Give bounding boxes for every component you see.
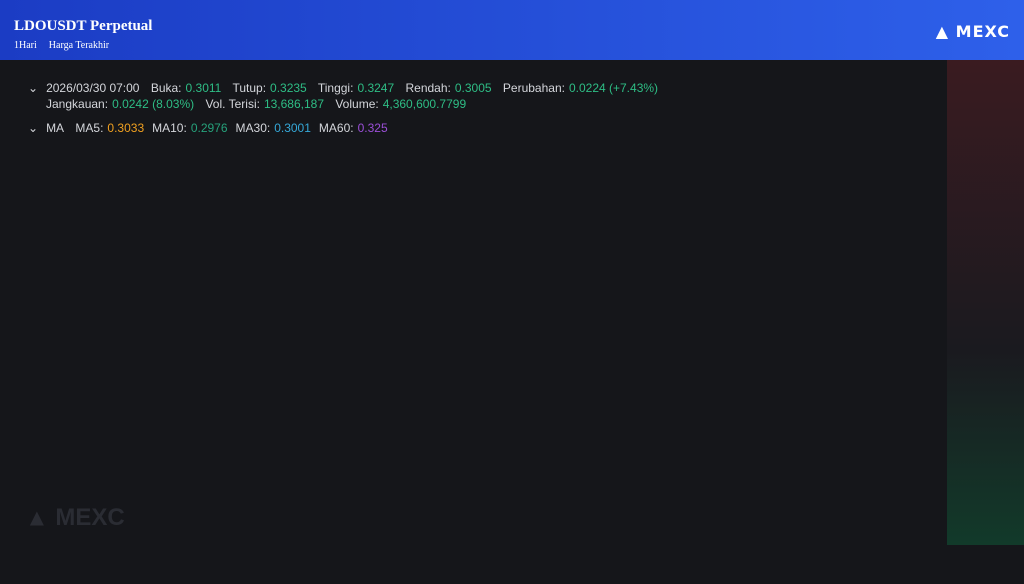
legend-value: 0.3001 (274, 121, 311, 135)
stats-row: Jangkauan: 0.0242 (8.03%) Vol. Terisi: 13,… (46, 97, 474, 111)
symbol-title: LDOUSDT Perpetual (14, 18, 153, 34)
legend-name[interactable]: MA30: (235, 121, 271, 135)
price-axis-bg (947, 60, 1024, 545)
interval[interactable]: 1Hari (14, 40, 37, 51)
label: Perubahan: (502, 81, 565, 95)
legend-value: 0.325 (357, 121, 388, 135)
brand-logo: ▲ MEXC (935, 22, 1010, 41)
collapse-icon[interactable]: ⌄ (28, 81, 39, 95)
collapse-icon[interactable]: ⌄ (28, 121, 39, 135)
ohlc-row: ⌄ 2026/03/30 07:00 Buka: 0.3011 Tutup: 0.32… (28, 81, 666, 95)
legend-value: 0.3033 (107, 121, 145, 135)
legend-name[interactable]: MA60: (318, 121, 354, 135)
header-bar: LDOUSDT Perpetual 1Hari Harga Terakhir ▲ … (0, 0, 1024, 60)
label: Volume: (335, 97, 379, 111)
value: 13,686,187 (263, 97, 324, 111)
label: Jangkauan: (46, 97, 109, 111)
value: 0.0224 (+7.43%) (568, 81, 659, 95)
label: Vol. Terisi: (205, 97, 260, 111)
plot-bg (0, 60, 1024, 584)
legend-name[interactable]: MA10: (152, 121, 187, 135)
label: Tutup: (232, 81, 267, 95)
ma-label: MA (46, 121, 65, 135)
label: Tinggi: (317, 81, 354, 95)
value: 0.3247 (357, 81, 395, 95)
value: 0.3011 (185, 81, 222, 95)
value: 0.3235 (270, 81, 307, 95)
value: 4,360,600.7799 (382, 97, 467, 111)
label: Buka: (150, 81, 182, 95)
value: 0.3005 (454, 81, 492, 95)
ma-legend: ⌄ MA MA5: 0.3033 MA10: 0.2976 MA30: 0.3001 MA60… (28, 121, 396, 135)
watermark-text: MEXC (55, 504, 124, 531)
legend-value: 0.2976 (190, 121, 228, 135)
brand-text: MEXC (955, 22, 1010, 41)
watermark: ▲ MEXC (25, 504, 125, 531)
subtitle: 1Hari Harga Terakhir (14, 40, 121, 51)
value: 0.0242 (8.03%) (112, 97, 195, 111)
label: Rendah: (405, 81, 451, 95)
legend-name[interactable]: MA5: (75, 121, 104, 135)
date: 2026/03/30 07:00 (46, 81, 140, 95)
price-type[interactable]: Harga Terakhir (48, 40, 110, 51)
